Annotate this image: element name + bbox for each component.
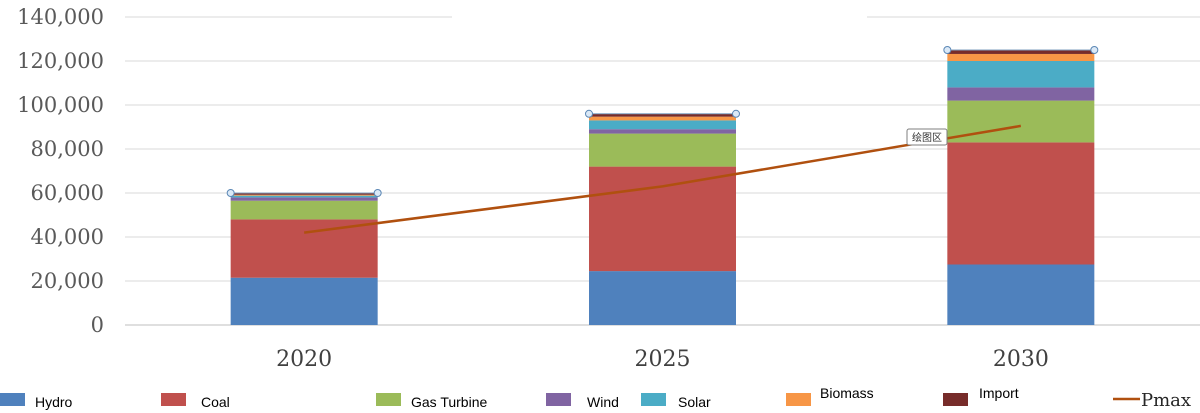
selection-handle [585,109,593,118]
legend-swatch [786,393,811,406]
legend-item-wind: Wind [546,393,619,410]
bar-segment-wind-2030 [947,87,1095,101]
legend-swatch [161,393,186,406]
x-axis: 2020 2025 2030 [276,347,1049,372]
legend-item-coal: Coal [161,393,230,410]
bar-segment-biomass-2030 [947,53,1095,61]
bar-segment-solar-2025 [589,120,736,130]
y-tick-label: 120,000 [17,49,104,73]
bar-segment-hydro-2020 [230,277,378,325]
y-tick-label: 140,000 [17,5,104,29]
bar-segment-solar-2030 [947,61,1095,88]
legend-swatch [0,393,25,406]
bar-segment-wind-2020 [230,197,378,201]
x-tick-label: 2030 [993,347,1049,372]
bar-segment-import-2025 [589,113,736,117]
y-tick-label: 60,000 [31,181,104,205]
y-tick-label: 40,000 [31,225,104,249]
legend-item-hydro: Hydro [0,393,73,410]
y-tick-label: 100,000 [17,93,104,117]
bar-segment-import-2030 [947,50,1095,54]
legend-item-solar: Solar [641,393,711,410]
legend-label: Coal [201,394,230,410]
bar-segment-gas-turbine-2030 [947,100,1095,143]
y-tick-label: 80,000 [31,137,104,161]
tooltip-box [906,128,948,146]
legend-label: Pmax [1141,390,1191,411]
bar-segment-coal-2025 [589,166,736,272]
bar-segment-wind-2025 [589,129,736,134]
bar-segment-gas-turbine-2020 [230,200,378,220]
legend-item-biomass: Biomass [786,385,874,406]
y-tick-label: 0 [91,313,104,337]
selection-handle [373,189,382,197]
bar-segment-coal-2020 [230,219,378,278]
legend: Hydro Coal Gas Turbine Wind Solar Biomass Impo… [0,385,1191,411]
legend-item-pmax: Pmax [1113,390,1191,411]
selection-handle [1090,46,1099,54]
legend-item-gas-turbine: Gas Turbine [376,393,487,410]
legend-label: Import [979,385,1019,401]
x-tick-label: 2020 [276,347,332,372]
x-tick-label: 2025 [635,347,691,372]
legend-swatch [943,393,968,406]
tooltip-label: 绘图区 [912,131,942,144]
bar-segment-biomass-2020 [230,194,378,196]
legend-item-import: Import [943,385,1019,406]
bars [226,46,1099,325]
legend-swatch [376,393,401,406]
bar-segment-hydro-2030 [947,264,1095,325]
selection-handle [732,109,740,118]
bar-segment-hydro-2025 [589,271,736,325]
gridline-gap [452,10,867,22]
pmax-line-series [304,124,1022,234]
selection-handle [943,46,952,54]
selection-handle [226,189,235,197]
legend-label: Wind [587,394,619,410]
bar-segment-import-2020 [230,193,378,195]
legend-label: Gas Turbine [411,394,487,410]
legend-label: Hydro [35,394,73,410]
pmax-line [304,124,1022,234]
legend-label: Biomass [820,385,874,401]
bar-segment-biomass-2025 [589,116,736,121]
bar-segment-gas-turbine-2025 [589,133,736,167]
y-tick-label: 20,000 [31,269,104,293]
legend-label: Solar [678,394,711,410]
y-axis: 0 20,000 40,000 60,000 80,000 100,000 120,000 1… [17,5,104,337]
bar-segment-coal-2030 [947,142,1095,265]
legend-swatch [546,393,571,406]
bar-segment-solar-2020 [230,195,378,198]
legend-swatch [641,393,666,406]
plot-area-tooltip: 绘图区 [906,128,948,146]
